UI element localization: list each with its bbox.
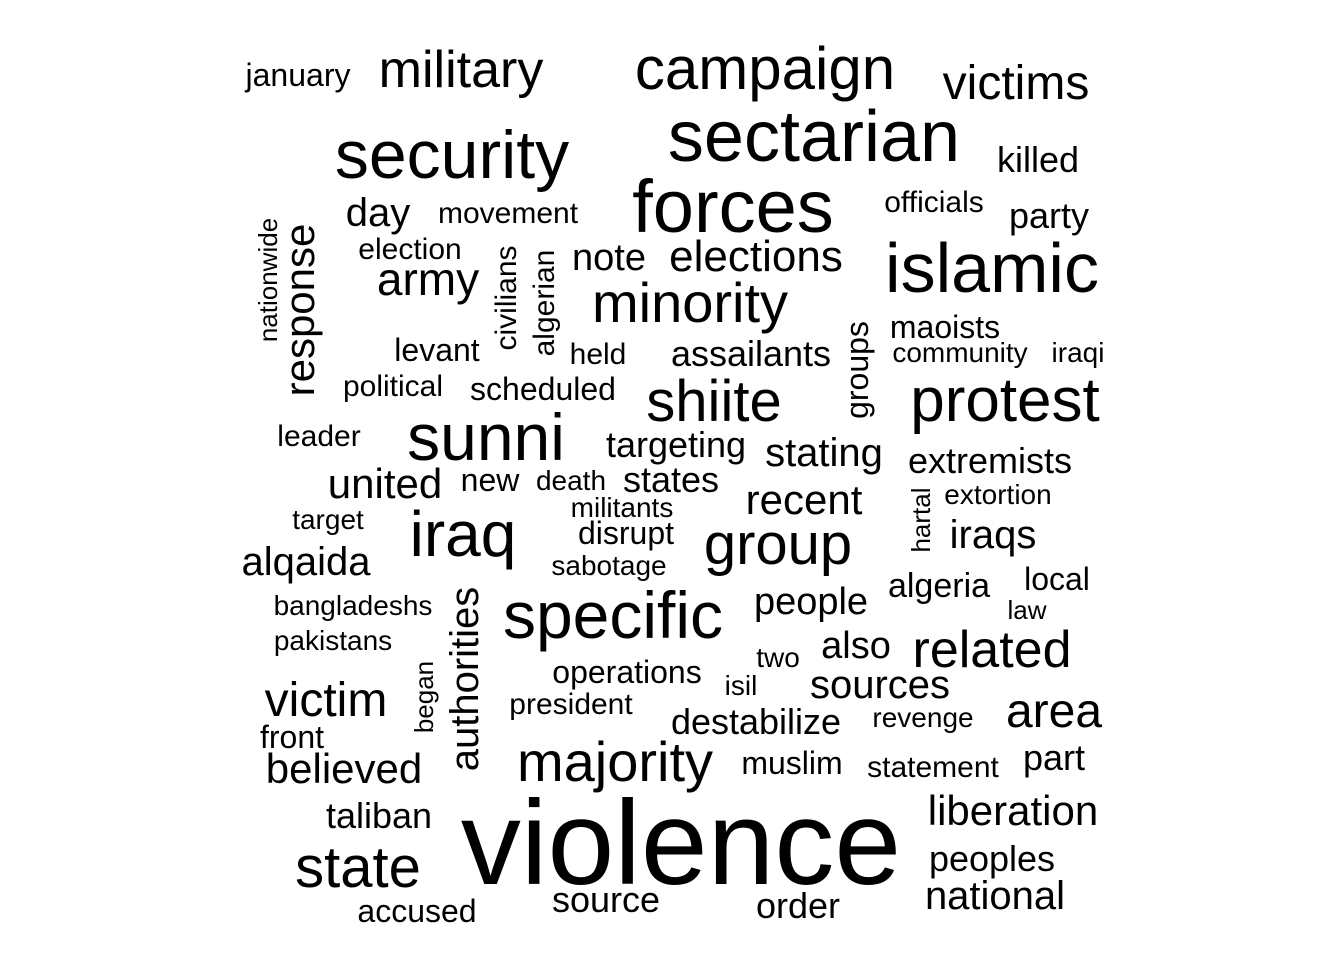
word: campaign xyxy=(634,35,896,102)
word: militants xyxy=(570,492,674,523)
word: sabotage xyxy=(551,550,667,581)
word: note xyxy=(572,237,646,279)
word: liberation xyxy=(927,787,1099,834)
word: stating xyxy=(765,431,883,475)
word: shiite xyxy=(646,369,782,434)
word: peoples xyxy=(928,838,1056,879)
word: groups xyxy=(839,321,875,419)
word: also xyxy=(821,625,891,667)
word: area xyxy=(1005,685,1103,738)
word: nationwide xyxy=(253,217,283,343)
word: pakistans xyxy=(273,625,393,656)
word: iraq xyxy=(409,498,517,570)
word: believed xyxy=(265,745,423,792)
word: began xyxy=(409,660,439,734)
word: part xyxy=(1022,737,1086,778)
word: united xyxy=(327,460,443,507)
word: iraqi xyxy=(1051,337,1105,368)
word: election xyxy=(358,233,462,266)
word: assailants xyxy=(670,333,832,374)
word: held xyxy=(569,338,627,371)
word: national xyxy=(924,874,1066,918)
word: isil xyxy=(724,670,758,701)
word: disrupt xyxy=(577,515,675,551)
word: alqaida xyxy=(241,540,371,584)
word: front xyxy=(259,719,325,755)
word: scheduled xyxy=(470,371,616,407)
word: president xyxy=(509,688,633,721)
word: civilians xyxy=(490,245,523,351)
word: victim xyxy=(264,674,388,727)
word: group xyxy=(703,512,853,577)
word: protest xyxy=(910,366,1100,435)
word: party xyxy=(1008,195,1090,236)
word: response xyxy=(276,223,323,397)
word: destabilize xyxy=(670,701,842,742)
word: extortion xyxy=(944,479,1052,510)
word: sunni xyxy=(407,400,565,474)
word: forces xyxy=(632,165,834,248)
word: specific xyxy=(502,578,724,652)
word: maoists xyxy=(889,309,1001,345)
word: iraqs xyxy=(949,513,1037,557)
word: sectarian xyxy=(667,97,961,177)
word: people xyxy=(753,581,869,623)
word: two xyxy=(756,642,800,673)
word: victims xyxy=(942,57,1090,110)
word: statement xyxy=(867,751,999,784)
word: sources xyxy=(809,663,951,707)
word: authorities xyxy=(443,586,487,772)
word: local xyxy=(1024,561,1090,597)
word: levant xyxy=(394,332,480,368)
word: community xyxy=(892,337,1028,368)
word: law xyxy=(1007,595,1047,625)
word: algeria xyxy=(887,567,991,605)
word: taliban xyxy=(325,795,433,836)
word: muslim xyxy=(741,745,843,781)
word: states xyxy=(622,459,720,500)
word: army xyxy=(376,253,480,305)
word: order xyxy=(755,885,841,926)
word: officials xyxy=(884,186,984,219)
word: bangladeshs xyxy=(273,590,433,621)
word: political xyxy=(342,370,444,403)
word: algerian xyxy=(528,249,561,357)
word: minority xyxy=(591,271,789,334)
word: movement xyxy=(437,197,579,230)
word: islamic xyxy=(885,229,1099,307)
word: day xyxy=(345,191,411,235)
word: state xyxy=(295,835,421,900)
word: target xyxy=(292,504,364,535)
word: related xyxy=(912,621,1072,679)
word: death xyxy=(535,465,607,496)
word: hartal xyxy=(906,487,936,553)
word: recent xyxy=(745,476,863,523)
word: january xyxy=(245,57,351,93)
word: violence xyxy=(460,776,902,910)
word: extremists xyxy=(907,440,1073,481)
word: revenge xyxy=(872,702,974,733)
word: leader xyxy=(277,420,361,453)
word: elections xyxy=(669,232,843,281)
word: accused xyxy=(357,893,477,929)
word: security xyxy=(334,117,570,193)
word: targeting xyxy=(605,424,747,465)
word: majority xyxy=(516,730,714,793)
word: operations xyxy=(552,654,702,690)
word: killed xyxy=(996,139,1080,180)
word: new xyxy=(460,462,520,498)
word: military xyxy=(378,41,544,99)
word: source xyxy=(551,879,661,920)
